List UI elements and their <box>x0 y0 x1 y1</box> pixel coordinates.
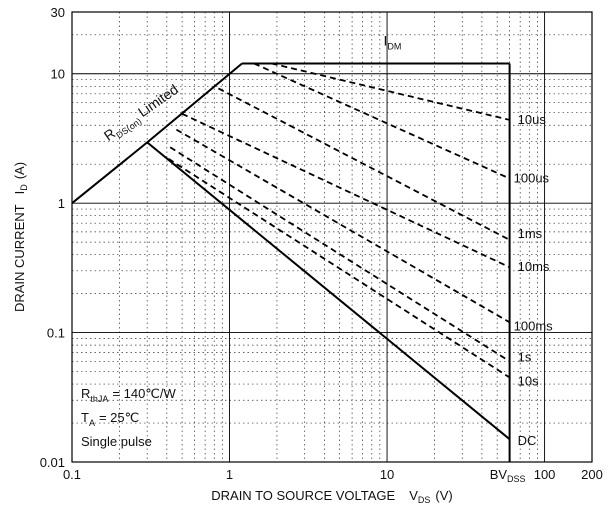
series-10s <box>168 158 511 379</box>
x-tick-label: 100 <box>534 467 556 482</box>
plot-frame <box>71 11 593 463</box>
x-axis-label: DRAIN TO SOURCE VOLTAGE VDS (V) <box>211 488 453 505</box>
series-label-100us: 100us <box>514 171 550 186</box>
single-pulse-label: Single pulse <box>81 434 152 449</box>
y-axis-label: DRAIN CURRENTID(A) <box>12 162 29 312</box>
y-tick-label: 0.1 <box>47 326 65 341</box>
series-labels: 10us 100us 1ms 10ms 100ms 1s 10s DC <box>514 112 554 448</box>
x-tick-label: 1 <box>226 467 233 482</box>
x-tick-label: 200 <box>581 467 603 482</box>
rds-limit-line <box>71 62 243 204</box>
series-10ms <box>181 112 510 269</box>
x-tick-labels: 0.1 1 10 100 200 <box>63 467 603 482</box>
y-tick-label: 30 <box>51 5 65 20</box>
bvdss-label: BVDSS <box>490 467 526 484</box>
series-label-10ms: 10ms <box>518 259 550 274</box>
series-label-100ms: 100ms <box>514 318 554 333</box>
series-dc <box>146 141 511 440</box>
series-label-1ms: 1ms <box>518 226 543 241</box>
x-tick-label: 10 <box>380 467 394 482</box>
y-tick-label: 1 <box>58 196 65 211</box>
series-label-10us: 10us <box>518 112 547 127</box>
series-1ms <box>217 87 511 241</box>
series-label-10s: 10s <box>518 373 539 388</box>
series-10us <box>271 62 510 121</box>
series-100us <box>253 62 510 180</box>
conditions-box: RthJA = 140℃/W TA = 25℃ Single pulse <box>81 386 177 449</box>
series-1s <box>169 146 511 363</box>
rth-label: RthJA = 140℃/W <box>81 386 177 404</box>
series-100ms <box>175 128 511 324</box>
x-tick-label: 0.1 <box>63 467 81 482</box>
rds-limited-label: RDS(on)Limited <box>101 81 183 146</box>
ta-label: TA = 25℃ <box>81 410 139 428</box>
idm-label: IDM <box>384 33 402 52</box>
y-tick-label: 10 <box>51 67 65 82</box>
series-label-dc: DC <box>518 433 537 448</box>
series-label-1s: 1s <box>518 349 532 364</box>
y-tick-labels: 0.01 0.1 1 10 30 <box>40 5 65 470</box>
curves <box>71 62 511 462</box>
grid-major <box>72 12 592 462</box>
y-tick-label: 0.01 <box>40 455 65 470</box>
